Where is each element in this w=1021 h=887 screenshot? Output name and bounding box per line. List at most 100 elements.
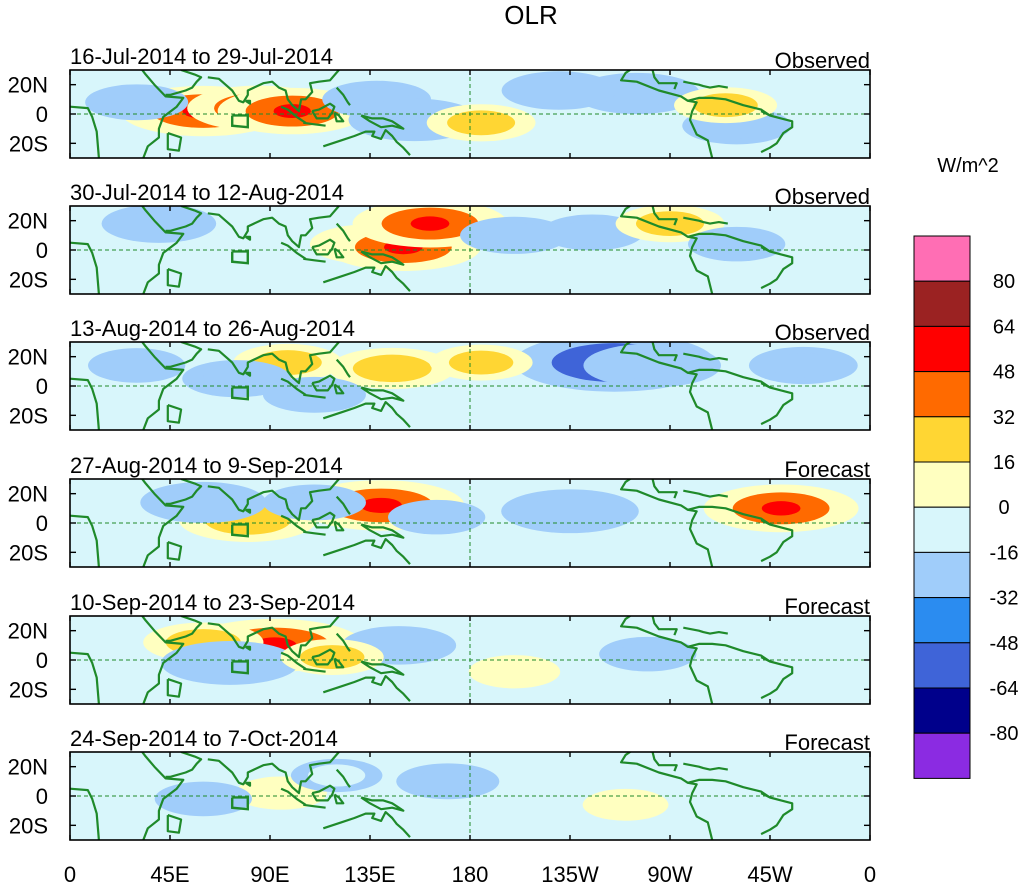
x-tick-label: 180 (452, 862, 489, 887)
coastline-2 (140, 479, 185, 567)
x-tick-label: 135E (344, 862, 395, 887)
coastline-2 (140, 616, 185, 704)
coastline-12 (360, 114, 405, 130)
y-tick-label: 20N (8, 755, 48, 780)
colorbar-units: W/m^2 (937, 155, 999, 177)
coastline-7 (280, 514, 307, 533)
anomaly-core-8 (769, 353, 838, 378)
coastline-6 (244, 508, 252, 514)
coastline-8 (303, 530, 326, 536)
coastline-18 (760, 382, 771, 389)
coastline-4 (165, 70, 203, 96)
coastline-12 (360, 250, 405, 266)
coastline-8 (303, 667, 326, 673)
panel-1: 20N 0 20S 16-Jul-2014 to 29-Jul-2014 Observe… (8, 44, 871, 159)
coastline-4 (165, 616, 203, 642)
x-tick-label: 90E (250, 862, 289, 887)
coastline-2 (140, 206, 185, 294)
anomaly-core-7 (636, 211, 704, 236)
coastline-13 (322, 811, 411, 838)
coastline-18 (760, 110, 771, 117)
coastline-12 (360, 523, 405, 539)
region-box (231, 796, 249, 811)
colorbar-label: 0 (998, 497, 1009, 519)
panel-3: 20N 0 20S 13-Aug-2014 to 26-Aug-2014 Observe… (8, 316, 871, 431)
coastline-13 (322, 265, 411, 292)
x-tick-label: 0 (864, 862, 876, 887)
coastline-18 (760, 656, 771, 663)
colorbar-label: 64 (993, 316, 1015, 338)
colorbar-label: -16 (990, 542, 1019, 564)
coastline-9 (311, 648, 336, 666)
coastline-12 (360, 660, 405, 676)
coastline-12 (360, 386, 405, 402)
y-tick-label: 0 (36, 511, 48, 536)
x-axis: 0 45E 90E 135E 180 135W 90W 45W 0 (64, 862, 876, 887)
coastline-5 (207, 479, 340, 522)
colorbar-label: -48 (990, 633, 1019, 655)
colorbar-swatch-2 (913, 280, 971, 327)
panel-2-map (70, 206, 870, 294)
anomaly-core-3 (352, 354, 432, 383)
coastline-16 (687, 642, 794, 700)
x-tick-label: 45W (747, 862, 792, 887)
coastline-2 (140, 342, 185, 430)
panel-date-range: 13-Aug-2014 to 26-Aug-2014 (70, 316, 355, 341)
coastline-6 (244, 645, 252, 651)
colorbar-swatch-9 (913, 597, 971, 644)
colorbar-label: -32 (990, 588, 1019, 610)
region-box (231, 386, 249, 401)
coastline-3 (166, 404, 183, 424)
panel-5-map (70, 616, 870, 704)
panel-5: 20N 0 20S 10-Sep-2014 to 23-Sep-2014 Forecas… (8, 590, 871, 705)
anomaly-core-6 (406, 505, 468, 529)
coastline-13 (322, 401, 411, 428)
colorbar-label: 16 (993, 452, 1015, 474)
colorbar-swatch-7 (913, 506, 971, 553)
anomaly-core-7 (448, 350, 514, 375)
anomaly-core-3 (187, 648, 273, 678)
anomaly-peak-5 (761, 501, 801, 516)
coastline-15 (651, 206, 678, 226)
coastline-4 (165, 342, 203, 368)
coastline-7 (280, 651, 307, 670)
region-box (231, 523, 249, 538)
panel-date-range: 24-Sep-2014 to 7-Oct-2014 (70, 726, 338, 751)
region-box (231, 250, 249, 265)
anomaly-core-4 (527, 496, 613, 526)
coastline-1 (70, 787, 100, 840)
y-tick-label: 0 (36, 648, 48, 673)
anomaly-peak-1 (360, 497, 402, 513)
coastline-5 (207, 206, 340, 249)
colorbar-swatch-11 (913, 687, 971, 734)
coastline-11 (335, 222, 351, 242)
coastline-16 (687, 232, 794, 290)
coastline-1 (70, 377, 100, 430)
colorbar-label: 80 (993, 271, 1015, 293)
y-tick-label: 0 (36, 784, 48, 809)
anomaly-core-3 (163, 488, 243, 517)
coastline-15 (651, 342, 678, 362)
x-tick-label: 45E (150, 862, 189, 887)
coastline-9 (311, 784, 336, 802)
colorbar-label: 32 (993, 407, 1015, 429)
coastline-9 (311, 511, 336, 529)
coastline-1 (70, 514, 100, 567)
coastline-13 (322, 538, 411, 565)
colorbar-label: -80 (990, 723, 1019, 745)
coastline-18 (760, 792, 771, 799)
anomaly-core-11 (104, 90, 169, 115)
anomaly-core-5 (308, 764, 366, 787)
region-box (231, 660, 249, 675)
colorbar-swatch-6 (913, 461, 971, 508)
coastline-14 (620, 70, 714, 158)
coastline-16 (687, 505, 794, 563)
coastline-18 (760, 519, 771, 526)
y-tick-label: 20S (9, 403, 48, 428)
coastline-17 (683, 489, 728, 498)
coastline-11 (335, 495, 351, 515)
y-tick-label: 20N (8, 619, 48, 644)
panel-4: 20N 0 20S 27-Aug-2014 to 9-Sep-2014 Forecast (8, 453, 871, 568)
coastline-5 (207, 70, 340, 113)
